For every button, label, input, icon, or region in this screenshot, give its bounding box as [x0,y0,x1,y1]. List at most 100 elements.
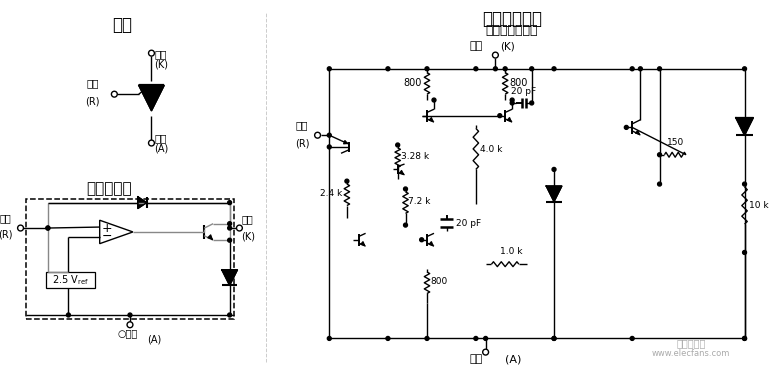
Circle shape [657,182,661,186]
Circle shape [328,67,331,71]
Text: 4.0 k: 4.0 k [480,145,502,154]
Circle shape [237,225,242,231]
Circle shape [328,337,331,340]
Circle shape [432,98,436,102]
Circle shape [148,50,155,56]
Circle shape [112,91,118,97]
Text: 800: 800 [509,79,528,88]
Circle shape [345,179,349,183]
Circle shape [420,238,424,242]
Text: 元件値为标称値: 元件値为标称値 [486,24,538,37]
Text: (A): (A) [155,143,168,153]
Text: 150: 150 [667,138,684,147]
Text: 2.4 k: 2.4 k [320,189,342,198]
Text: 阴极: 阴极 [241,214,253,224]
Text: 阴极: 阴极 [469,41,482,51]
Circle shape [484,337,488,340]
Circle shape [503,67,507,71]
Text: 10 k: 10 k [750,201,769,210]
Circle shape [743,182,747,186]
Circle shape [386,337,390,340]
Circle shape [624,125,628,129]
Text: 参考: 参考 [87,78,99,88]
Text: 参考: 参考 [296,120,308,130]
Circle shape [510,101,514,105]
Circle shape [743,67,747,71]
Circle shape [66,313,71,317]
Circle shape [530,67,534,71]
Circle shape [404,223,408,227]
Text: −: − [102,230,112,243]
Circle shape [128,313,132,317]
Text: 代表性原理图: 代表性原理图 [482,10,542,28]
Polygon shape [546,186,562,202]
Circle shape [743,337,747,340]
Circle shape [657,67,661,71]
Circle shape [228,238,231,242]
Text: 代表性框图: 代表性框图 [87,181,132,196]
Circle shape [46,226,50,230]
Text: 阳极: 阳极 [469,354,482,364]
Text: 3.28 k: 3.28 k [401,152,429,161]
Circle shape [404,187,408,191]
Circle shape [552,67,556,71]
Circle shape [228,222,231,226]
Text: 20 pF: 20 pF [511,87,537,96]
Circle shape [510,98,514,102]
Polygon shape [736,118,754,135]
Text: 阳极: 阳极 [155,133,167,143]
Circle shape [425,67,429,71]
Circle shape [228,201,231,205]
Circle shape [127,322,133,328]
Circle shape [386,67,390,71]
Polygon shape [221,270,238,285]
Text: (K): (K) [501,41,515,51]
Text: 电子发烧友: 电子发烧友 [676,338,705,348]
Text: 阴极: 阴极 [155,49,167,59]
Polygon shape [138,197,147,208]
Circle shape [396,143,400,147]
Circle shape [631,67,634,71]
Text: (R): (R) [0,230,12,240]
Text: 符号: 符号 [112,16,132,34]
Circle shape [638,67,642,71]
Circle shape [483,349,488,355]
Text: (A): (A) [148,334,161,344]
Circle shape [315,132,321,138]
Circle shape [46,226,50,230]
Circle shape [657,153,661,157]
Text: 7.2 k: 7.2 k [408,197,431,206]
Circle shape [228,226,231,230]
Text: (R): (R) [295,138,309,148]
Circle shape [18,225,24,231]
Text: 800: 800 [430,277,448,286]
Circle shape [492,52,498,58]
Text: www.elecfans.com: www.elecfans.com [651,349,730,358]
Circle shape [552,337,556,340]
Text: 800: 800 [404,79,422,88]
Circle shape [474,67,478,71]
Circle shape [743,337,747,340]
Circle shape [474,337,478,340]
Circle shape [552,168,556,171]
Text: 2.5 V$_{\rm ref}$: 2.5 V$_{\rm ref}$ [52,273,89,287]
Text: 参考: 参考 [0,213,11,223]
Polygon shape [138,85,164,111]
Circle shape [228,313,231,317]
Circle shape [552,337,556,340]
Circle shape [530,101,534,105]
Text: (K): (K) [155,59,168,69]
Circle shape [494,67,498,71]
Circle shape [328,145,331,149]
Text: +: + [102,221,112,234]
Text: (R): (R) [85,96,100,106]
Circle shape [328,133,331,137]
Text: ○阳极: ○阳极 [118,328,138,338]
Text: (K): (K) [241,232,255,242]
Text: 1.0 k: 1.0 k [501,247,523,256]
FancyBboxPatch shape [46,272,95,288]
Text: (A): (A) [505,354,521,364]
Circle shape [148,140,155,146]
Circle shape [631,337,634,340]
Circle shape [743,251,747,254]
